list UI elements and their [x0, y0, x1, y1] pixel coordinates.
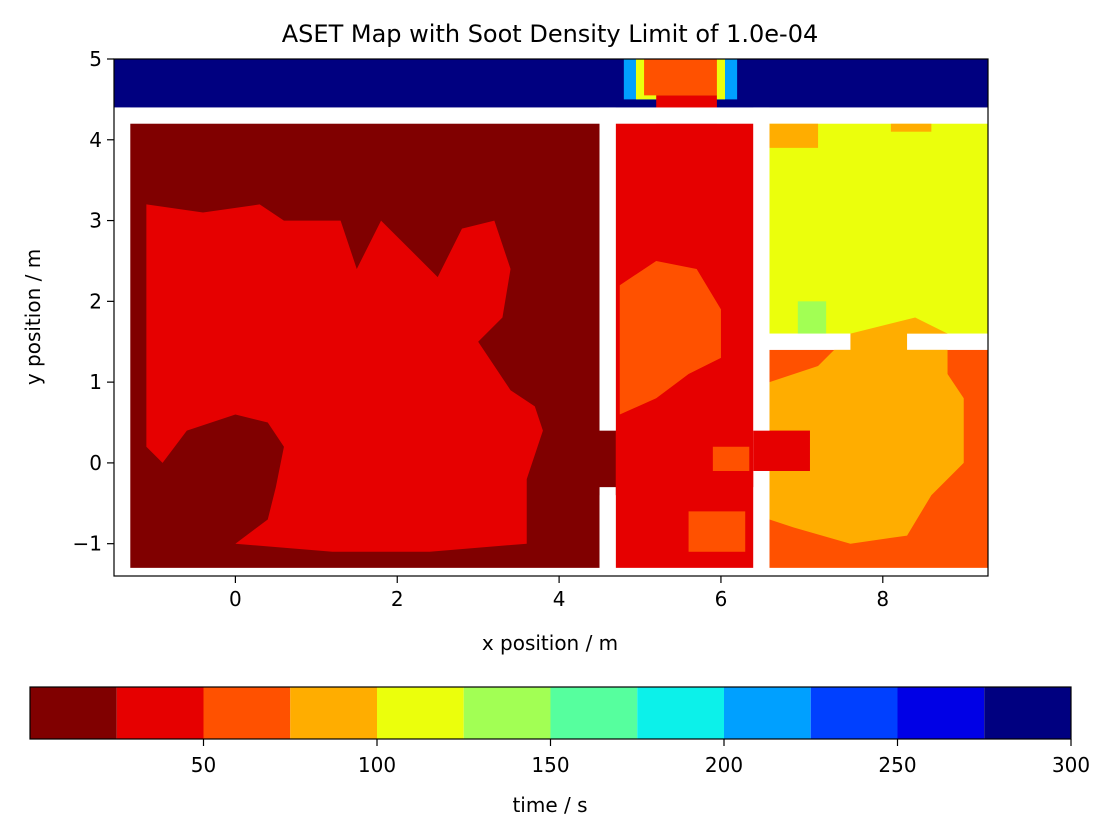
colorbar-tick-label: 250: [878, 753, 916, 777]
colorbar-bin: [463, 687, 551, 739]
wall-corridor: [114, 107, 988, 124]
colorbar-bin: [550, 687, 638, 739]
colorbar-bin: [377, 687, 464, 739]
colorbar-tick-label: 150: [531, 753, 569, 777]
y-tick-label: 0: [89, 451, 102, 475]
x-tick-label: 0: [229, 587, 242, 611]
y-tick-label: 2: [89, 289, 102, 313]
x-tick-label: 6: [715, 587, 728, 611]
x-tick-label: 2: [391, 587, 404, 611]
chart-title: ASET Map with Soot Density Limit of 1.0e…: [282, 20, 818, 48]
x-tick-label: 4: [553, 587, 566, 611]
region-room-left-smoke: [146, 204, 543, 552]
colorbar-label: time / s: [512, 793, 587, 817]
wall-middle-right-lower: [753, 487, 770, 576]
y-tick-label: 1: [89, 370, 102, 394]
region-room-right-upper-strip: [769, 123, 819, 148]
colorbar: [30, 687, 1071, 739]
colorbar-bin: [984, 687, 1071, 739]
region-room-middle-patch: [688, 511, 746, 552]
wall-right-divider-a: [769, 333, 851, 350]
wall-middle-left-upper: [599, 107, 616, 431]
colorbar-bin: [116, 687, 204, 739]
region-room-right-upper-strip-2: [890, 123, 932, 132]
x-axis-label: x position / m: [482, 631, 618, 655]
y-tick-label: 5: [89, 47, 102, 71]
colorbar-bin: [897, 687, 985, 739]
region-room-right-upper: [769, 123, 988, 334]
colorbar-bin: [637, 687, 724, 739]
y-tick-label: 4: [89, 128, 102, 152]
colorbar-bin: [724, 687, 811, 739]
colorbar-bin: [30, 687, 117, 739]
colorbar-axis: 50 100 150 200 250 300: [191, 739, 1090, 777]
colorbar-tick-label: 50: [191, 753, 216, 777]
colorbar-tick-label: 200: [705, 753, 743, 777]
colorbar-bin: [203, 687, 291, 739]
plot-frame: [113, 58, 989, 577]
colorbar-tick-label: 300: [1052, 753, 1090, 777]
wall-left-outer: [114, 107, 131, 576]
wall-middle-right-upper: [753, 107, 770, 431]
region-room-middle-stripe: [619, 260, 721, 415]
y-tick-label: −1: [73, 532, 102, 556]
colorbar-bin: [810, 687, 898, 739]
y-axis-label: y position / m: [21, 249, 45, 385]
heatmap-regions: [114, 59, 988, 568]
y-axis: −1 0 1 2 3 4 5: [73, 47, 114, 556]
obstructions: [114, 107, 988, 576]
colorbar-bin: [290, 687, 377, 739]
colorbar-tick-label: 100: [358, 753, 396, 777]
region-corridor-hotspot-core: [644, 59, 717, 96]
x-tick-label: 8: [876, 587, 889, 611]
region-door-right-link: [753, 430, 810, 471]
y-tick-label: 3: [89, 209, 102, 233]
plot-area: [114, 59, 988, 576]
wall-middle-left-lower: [599, 487, 616, 576]
wall-right-divider-b: [907, 333, 988, 350]
region-room-right-lower-smoke: [769, 317, 964, 544]
region-room-right-upper-green: [797, 301, 827, 334]
region-corridor: [114, 59, 988, 108]
region-room-middle-patch-2: [712, 446, 750, 471]
wall-bottom: [114, 567, 988, 576]
x-axis: 0 2 4 6 8: [229, 576, 889, 611]
